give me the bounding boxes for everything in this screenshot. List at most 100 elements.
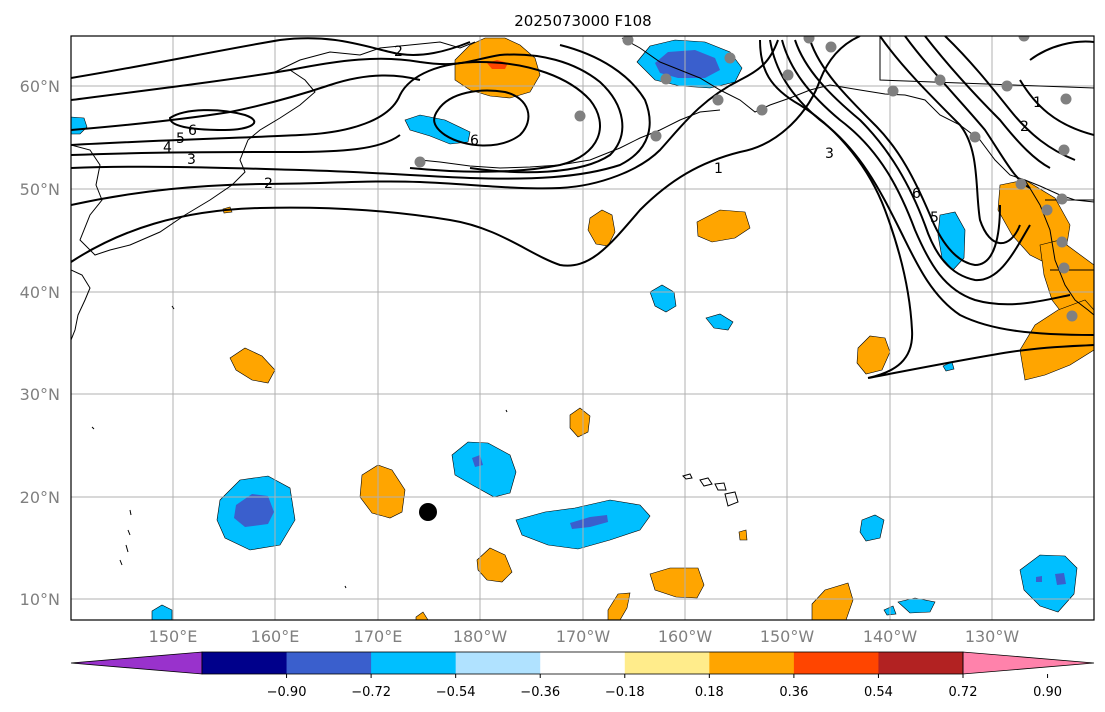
contour-label: 3 bbox=[825, 146, 834, 162]
colorbar-segment bbox=[624, 652, 710, 674]
colorbar-segment bbox=[793, 652, 879, 674]
contour-label: 5 bbox=[176, 131, 185, 147]
contour-line bbox=[168, 109, 256, 132]
contour-line bbox=[759, 39, 1094, 379]
colorbar-tick-label: −0.72 bbox=[351, 685, 391, 700]
station-dot bbox=[622, 36, 634, 46]
contour-line bbox=[879, 36, 1021, 245]
colorbar-tick-label: 0.18 bbox=[695, 685, 724, 700]
lon-label: 170°E bbox=[354, 627, 403, 646]
station-dot bbox=[1058, 144, 1070, 156]
station-dot bbox=[803, 36, 815, 44]
positive-anomaly-patch bbox=[415, 611, 429, 620]
contour-line bbox=[433, 89, 530, 147]
positive-anomaly-patch bbox=[569, 407, 591, 438]
colorbar-frame bbox=[201, 651, 964, 675]
colorbar-extend-low bbox=[70, 651, 203, 675]
lon-label: 150°W bbox=[760, 627, 815, 646]
station-dot bbox=[934, 74, 946, 86]
negative-anomaly-patch bbox=[451, 441, 517, 498]
positive-anomaly-patch bbox=[587, 209, 616, 247]
contour-line bbox=[71, 44, 651, 180]
colorbar-segment bbox=[202, 652, 288, 674]
contour-label: 1 bbox=[1033, 95, 1042, 111]
siberia-coastline bbox=[274, 41, 476, 73]
map-content bbox=[71, 36, 1094, 620]
lat-label: 30°N bbox=[20, 385, 60, 404]
contour-line bbox=[944, 36, 1076, 161]
colorbar-segment bbox=[455, 652, 541, 674]
positive-anomaly-patch bbox=[359, 464, 406, 519]
contour-line bbox=[71, 74, 421, 131]
station-dot bbox=[969, 131, 981, 143]
lat-label: 60°N bbox=[20, 77, 60, 96]
positive-anomaly-patch bbox=[229, 347, 276, 384]
lon-label: 160°E bbox=[251, 627, 300, 646]
contour-line bbox=[769, 39, 1094, 336]
lon-label: 150°E bbox=[149, 627, 198, 646]
colorbar-tick-label: −0.36 bbox=[520, 685, 560, 700]
station-dot bbox=[1060, 93, 1072, 105]
lat-label: 50°N bbox=[20, 180, 60, 199]
station-dot bbox=[782, 69, 794, 81]
lon-label: 170°W bbox=[556, 627, 611, 646]
strong-negative-anomaly-patch bbox=[655, 50, 720, 78]
lon-label: 140°W bbox=[863, 627, 918, 646]
station-dot bbox=[1041, 204, 1053, 216]
station-dot bbox=[756, 104, 768, 116]
negative-anomaly-patch bbox=[705, 313, 734, 331]
contour-line bbox=[71, 37, 471, 79]
colorbar-segment bbox=[878, 652, 964, 674]
station-dot bbox=[712, 94, 724, 106]
negative-anomaly-patch bbox=[1019, 554, 1078, 613]
negative-anomaly-patch bbox=[859, 514, 885, 542]
lon-label: 180°W bbox=[453, 627, 508, 646]
contour-line bbox=[904, 36, 1031, 189]
lat-label: 10°N bbox=[20, 590, 60, 609]
colorbar-extend-high bbox=[962, 651, 1095, 675]
station-dot bbox=[650, 130, 662, 142]
contour-line bbox=[1019, 79, 1094, 136]
colorbar-tick-label: 0.54 bbox=[864, 685, 893, 700]
contour-lines bbox=[71, 36, 1094, 379]
storm-position-marker bbox=[419, 503, 437, 521]
contour-label: 6 bbox=[470, 133, 479, 149]
colorbar-tick-label: −0.18 bbox=[605, 685, 645, 700]
positive-anomaly-patch bbox=[649, 567, 705, 599]
contour-line bbox=[71, 36, 861, 267]
colorbar-segment bbox=[371, 652, 457, 674]
contour-label: 2 bbox=[1020, 119, 1029, 135]
map-title: 2025073000 F108 bbox=[514, 12, 651, 30]
lat-label: 40°N bbox=[20, 283, 60, 302]
station-dot bbox=[887, 85, 899, 97]
strong-negative-anomaly-patch bbox=[570, 515, 608, 529]
positive-anomaly-patch bbox=[738, 529, 748, 541]
colorbar-tick-label: −0.54 bbox=[436, 685, 476, 700]
station-dot bbox=[414, 156, 426, 168]
contour-line bbox=[71, 134, 401, 156]
lon-label: 130°W bbox=[965, 627, 1020, 646]
map-frame bbox=[70, 35, 1095, 621]
colorbar-tick-label: 0.72 bbox=[949, 685, 978, 700]
contour-label: 6 bbox=[188, 123, 197, 139]
aleutian-islands bbox=[419, 109, 721, 169]
contour-label: 2 bbox=[394, 44, 403, 60]
kamchatka-coastline bbox=[71, 69, 316, 256]
hawaii-islands bbox=[682, 473, 739, 507]
station-markers bbox=[414, 36, 1078, 322]
contour-label: 3 bbox=[187, 152, 196, 168]
positive-anomaly-patch bbox=[607, 592, 631, 620]
contour-line bbox=[781, 39, 1071, 306]
colorbar-tick-label: −0.90 bbox=[267, 685, 307, 700]
latitude-labels: 60°N 50°N 40°N 30°N 20°N 10°N bbox=[20, 77, 60, 609]
station-dot bbox=[660, 73, 672, 85]
negative-anomaly-patch bbox=[937, 211, 966, 271]
station-dot bbox=[825, 41, 837, 53]
contour-line bbox=[71, 60, 601, 173]
lat-label: 20°N bbox=[20, 488, 60, 507]
contour-label: 2 bbox=[264, 176, 273, 192]
station-dot bbox=[724, 52, 736, 64]
colorbar-segment bbox=[286, 652, 372, 674]
positive-anomaly-patch bbox=[696, 209, 751, 243]
contour-line bbox=[794, 39, 1031, 282]
